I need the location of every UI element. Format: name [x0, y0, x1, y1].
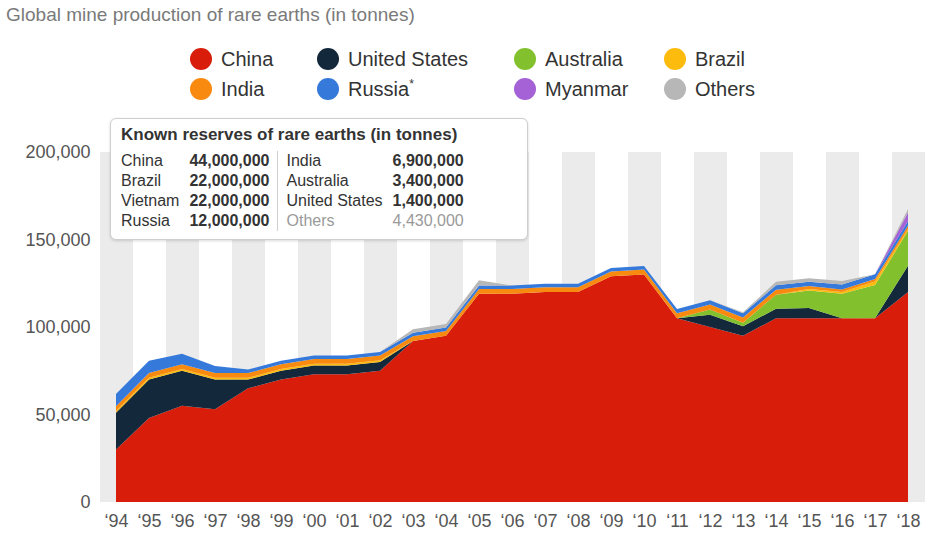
html-text:12,000,000: 12,000,000 [189, 212, 270, 229]
svg-text:‘01: ‘01 [335, 511, 359, 531]
html-text:22,000,000: 22,000,000 [189, 172, 270, 189]
html-text:Russia: Russia [121, 212, 170, 229]
html-text:Others: Others [695, 77, 755, 100]
svg-text:‘09: ‘09 [599, 511, 623, 531]
html-text:Australia: Australia [286, 172, 349, 189]
svg-text:‘96: ‘96 [170, 511, 194, 531]
svg-text:‘14: ‘14 [764, 511, 788, 531]
svg-text:‘94: ‘94 [104, 511, 128, 531]
html-text:44,000,000: 44,000,000 [189, 152, 270, 169]
html-text:Vietnam: Vietnam [121, 192, 180, 209]
svg-text:‘10: ‘10 [632, 511, 656, 531]
svg-text:‘06: ‘06 [500, 511, 524, 531]
html-text:United States: United States [348, 47, 469, 70]
html-text:3,400,000: 3,400,000 [392, 172, 464, 189]
svg-text:‘97: ‘97 [203, 511, 227, 531]
svg-text:‘07: ‘07 [533, 511, 557, 531]
svg-text:‘08: ‘08 [566, 511, 590, 531]
svg-text:‘12: ‘12 [698, 511, 722, 531]
svg-text:‘15: ‘15 [797, 511, 821, 531]
svg-text:‘05: ‘05 [467, 511, 491, 531]
svg-text:‘17: ‘17 [863, 511, 887, 531]
html-text:Russia*: Russia* [348, 77, 414, 100]
html-text:1,400,000: 1,400,000 [392, 192, 464, 209]
html-text:Global mine production of rare: Global mine production of rare earths (i… [6, 4, 415, 25]
html-text:Known reserves of rare earths: Known reserves of rare earths (in tonnes… [121, 125, 458, 144]
html-text:Brazil: Brazil [695, 47, 745, 70]
svg-text:‘13: ‘13 [731, 511, 755, 531]
html-text:Myanmar: Myanmar [545, 77, 629, 100]
svg-text:100,000: 100,000 [25, 317, 90, 337]
svg-text:50,000: 50,000 [35, 405, 90, 425]
svg-text:‘02: ‘02 [368, 511, 392, 531]
svg-text:‘04: ‘04 [434, 511, 458, 531]
html-text:India: India [221, 77, 265, 100]
html-text:Others: Others [286, 212, 335, 229]
svg-text:‘11: ‘11 [666, 511, 689, 531]
svg-text:‘16: ‘16 [830, 511, 854, 531]
svg-text:‘00: ‘00 [302, 511, 326, 531]
svg-text:‘98: ‘98 [236, 511, 260, 531]
html-text:China: China [221, 47, 274, 70]
html-text:Brazil: Brazil [121, 172, 161, 189]
html-text:China: China [121, 152, 163, 169]
svg-text:‘18: ‘18 [896, 511, 920, 531]
html-text:6,900,000: 6,900,000 [392, 152, 464, 169]
svg-text:0: 0 [80, 492, 90, 512]
html-text:United States: United States [286, 192, 383, 209]
svg-text:‘03: ‘03 [401, 511, 425, 531]
html-text:Australia: Australia [545, 47, 623, 70]
svg-text:‘99: ‘99 [269, 511, 293, 531]
svg-text:‘95: ‘95 [137, 511, 161, 531]
html-text:India: India [286, 152, 322, 169]
html-text:4,430,000: 4,430,000 [392, 212, 464, 229]
html-text:22,000,000: 22,000,000 [189, 192, 270, 209]
svg-text:200,000: 200,000 [25, 142, 90, 162]
svg-text:150,000: 150,000 [25, 230, 90, 250]
